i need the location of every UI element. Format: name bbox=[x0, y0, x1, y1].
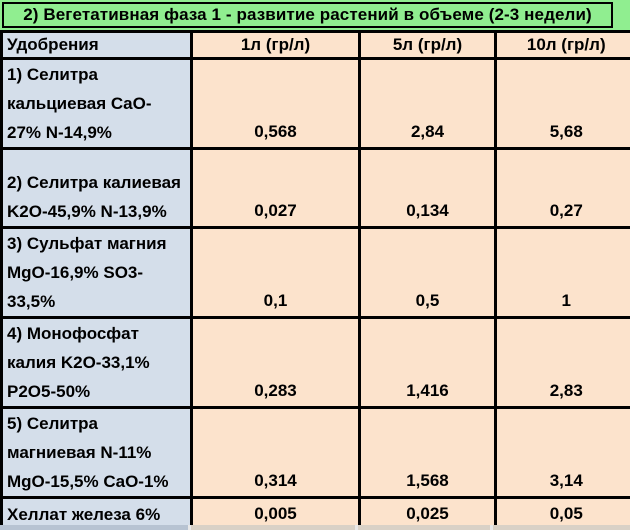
table-title: 2) Вегетативная фаза 1 - развитие растен… bbox=[2, 2, 613, 28]
fertilizer-table: Удобрения 1л (гр/л) 5л (гр/л) 10л (гр/л)… bbox=[0, 30, 630, 530]
cropped-next-row-strip bbox=[0, 525, 630, 530]
table-row: 3) Сульфат магния MgO-16,9% SO3- 33,5% 0… bbox=[0, 226, 630, 319]
fertilizer-name-cell: Хеллат железа 6% bbox=[0, 496, 193, 530]
table-row: 2) Селитра калиевая K2O-45,9% N-13,9% 0,… bbox=[0, 147, 630, 229]
dose-10l-cell: 0,27 bbox=[494, 147, 630, 229]
fertilizer-name-cell: 1) Селитра кальциевая CaO- 27% N-14,9% bbox=[0, 57, 193, 150]
dose-5l-cell: 1,416 bbox=[358, 316, 497, 409]
dose-5l-cell: 0,134 bbox=[358, 147, 497, 229]
dose-1l-cell: 0,314 bbox=[190, 406, 361, 499]
dose-5l-cell: 1,568 bbox=[358, 406, 497, 499]
dose-10l-cell: 1 bbox=[494, 226, 630, 319]
table-title-band: 2) Вегетативная фаза 1 - развитие растен… bbox=[0, 0, 630, 30]
col-header-fertilizers: Удобрения bbox=[0, 30, 193, 60]
dose-10l-cell: 2,83 bbox=[494, 316, 630, 409]
table-row: Хеллат железа 6% 0,005 0,025 0,05 bbox=[0, 496, 630, 530]
cropped-value-cell bbox=[493, 525, 630, 530]
cropped-value-cell bbox=[358, 525, 490, 530]
fertilizer-name-cell: 5) Селитра магниевая N-11% MgO-15,5% CaO… bbox=[0, 406, 193, 499]
fertilizer-name-cell: 2) Селитра калиевая K2O-45,9% N-13,9% bbox=[0, 147, 193, 229]
table-row: 1) Селитра кальциевая CaO- 27% N-14,9% 0… bbox=[0, 57, 630, 150]
table-row: 5) Селитра магниевая N-11% MgO-15,5% CaO… bbox=[0, 406, 630, 499]
dose-10l-cell: 5,68 bbox=[494, 57, 630, 150]
dose-10l-cell: 3,14 bbox=[494, 406, 630, 499]
dose-1l-cell: 0,1 bbox=[190, 226, 361, 319]
dose-1l-cell: 0,283 bbox=[190, 316, 361, 409]
dose-5l-cell: 2,84 bbox=[358, 57, 497, 150]
dose-5l-cell: 0,5 bbox=[358, 226, 497, 319]
table-row: 4) Монофосфат калия K2O-33,1% P2O5-50% 0… bbox=[0, 316, 630, 409]
col-header-1l: 1л (гр/л) bbox=[190, 30, 361, 60]
cropped-name-cell bbox=[0, 525, 188, 530]
dose-1l-cell: 0,568 bbox=[190, 57, 361, 150]
cropped-value-cell bbox=[191, 525, 355, 530]
fertilizer-name-cell: 3) Сульфат магния MgO-16,9% SO3- 33,5% bbox=[0, 226, 193, 319]
header-row: Удобрения 1л (гр/л) 5л (гр/л) 10л (гр/л) bbox=[0, 30, 630, 60]
col-header-10l: 10л (гр/л) bbox=[494, 30, 630, 60]
dose-10l-cell: 0,05 bbox=[494, 496, 630, 530]
fertilizer-name-cell: 4) Монофосфат калия K2O-33,1% P2O5-50% bbox=[0, 316, 193, 409]
dose-1l-cell: 0,027 bbox=[190, 147, 361, 229]
dose-5l-cell: 0,025 bbox=[358, 496, 497, 530]
col-header-5l: 5л (гр/л) bbox=[358, 30, 497, 60]
